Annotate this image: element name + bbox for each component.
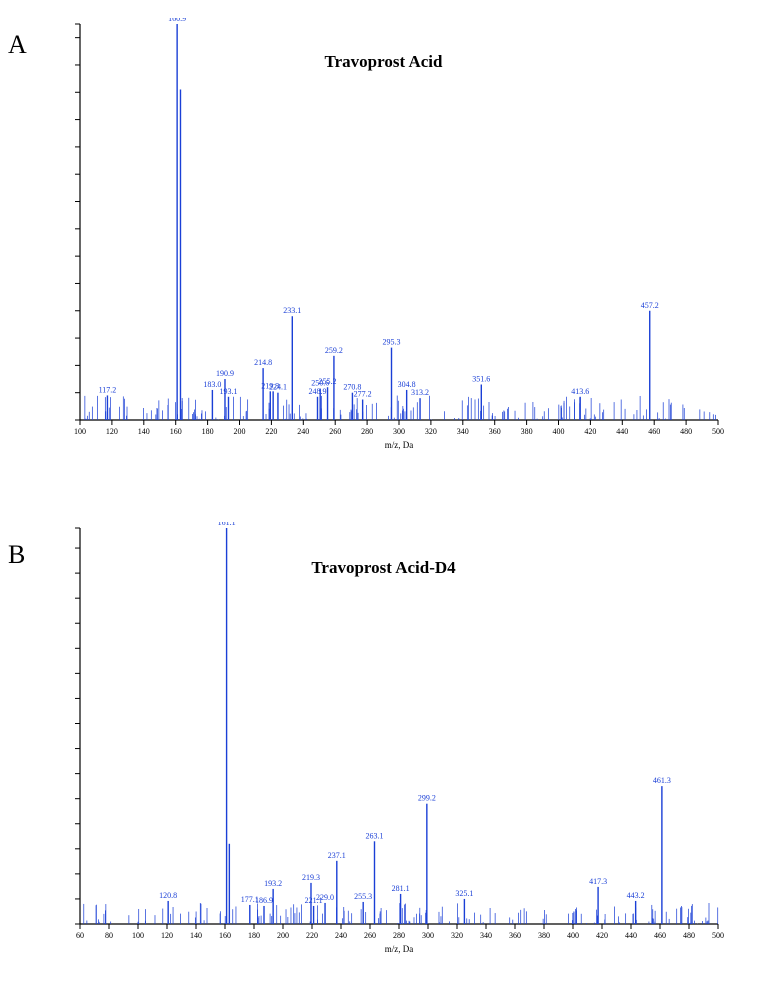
svg-text:160.9: 160.9 bbox=[168, 18, 186, 23]
svg-text:260: 260 bbox=[364, 931, 376, 940]
svg-text:461.3: 461.3 bbox=[653, 776, 671, 785]
svg-text:237.1: 237.1 bbox=[328, 851, 346, 860]
svg-text:60: 60 bbox=[76, 931, 84, 940]
svg-text:214.8: 214.8 bbox=[254, 358, 272, 367]
svg-text:220: 220 bbox=[306, 931, 318, 940]
svg-text:100: 100 bbox=[132, 931, 144, 940]
svg-text:413.6: 413.6 bbox=[571, 387, 589, 396]
svg-text:460: 460 bbox=[648, 427, 660, 436]
svg-text:180: 180 bbox=[248, 931, 260, 940]
svg-text:295.3: 295.3 bbox=[383, 338, 401, 347]
svg-text:440: 440 bbox=[616, 427, 628, 436]
svg-text:400: 400 bbox=[553, 427, 565, 436]
panel-A-svg: 100 120 140 160 180 200 220 240 260 280 300 320 340 3… bbox=[74, 18, 724, 458]
svg-text:457.2: 457.2 bbox=[641, 301, 659, 310]
svg-text:140: 140 bbox=[138, 427, 150, 436]
svg-text:360: 360 bbox=[489, 427, 501, 436]
svg-text:193.2: 193.2 bbox=[264, 879, 282, 888]
svg-text:340: 340 bbox=[457, 427, 469, 436]
svg-text:190.9: 190.9 bbox=[216, 369, 234, 378]
svg-text:117.2: 117.2 bbox=[99, 385, 117, 394]
svg-text:248.9: 248.9 bbox=[308, 387, 326, 396]
svg-text:259.2: 259.2 bbox=[325, 346, 343, 355]
svg-text:300: 300 bbox=[422, 931, 434, 940]
svg-text:400: 400 bbox=[567, 931, 579, 940]
svg-text:281.1: 281.1 bbox=[392, 884, 410, 893]
svg-text:313.2: 313.2 bbox=[411, 388, 429, 397]
svg-text:440: 440 bbox=[625, 931, 637, 940]
svg-text:380: 380 bbox=[521, 427, 533, 436]
svg-text:320: 320 bbox=[425, 427, 437, 436]
svg-text:219.3: 219.3 bbox=[302, 873, 320, 882]
figure-root: A Travoprost Acid 1001201401601802002202… bbox=[0, 0, 767, 1000]
svg-text:460: 460 bbox=[654, 931, 666, 940]
svg-text:m/z, Da: m/z, Da bbox=[385, 944, 414, 954]
svg-text:186.9: 186.9 bbox=[255, 896, 273, 905]
svg-text:120: 120 bbox=[106, 427, 118, 436]
svg-text:480: 480 bbox=[683, 931, 695, 940]
svg-text:200: 200 bbox=[277, 931, 289, 940]
svg-text:255.3: 255.3 bbox=[354, 892, 372, 901]
svg-text:200: 200 bbox=[234, 427, 246, 436]
svg-text:480: 480 bbox=[680, 427, 692, 436]
svg-text:380: 380 bbox=[538, 931, 550, 940]
svg-text:161.1: 161.1 bbox=[218, 522, 236, 527]
svg-text:260: 260 bbox=[329, 427, 341, 436]
svg-text:360: 360 bbox=[509, 931, 521, 940]
svg-text:280: 280 bbox=[393, 931, 405, 940]
svg-text:443.2: 443.2 bbox=[627, 891, 645, 900]
svg-text:500: 500 bbox=[712, 931, 724, 940]
svg-text:299.2: 299.2 bbox=[418, 794, 436, 803]
svg-text:417.3: 417.3 bbox=[589, 877, 607, 886]
svg-text:420: 420 bbox=[596, 931, 608, 940]
svg-text:160: 160 bbox=[170, 427, 182, 436]
svg-text:m/z, Da: m/z, Da bbox=[385, 440, 414, 450]
svg-text:193.1: 193.1 bbox=[219, 387, 237, 396]
svg-text:180: 180 bbox=[202, 427, 214, 436]
svg-text:277.2: 277.2 bbox=[354, 390, 372, 399]
svg-text:229.0: 229.0 bbox=[316, 893, 334, 902]
svg-text:420: 420 bbox=[584, 427, 596, 436]
svg-text:325.1: 325.1 bbox=[455, 889, 473, 898]
svg-text:240: 240 bbox=[335, 931, 347, 940]
svg-text:100: 100 bbox=[74, 427, 86, 436]
svg-text:160: 160 bbox=[219, 931, 231, 940]
svg-text:263.1: 263.1 bbox=[365, 831, 383, 840]
svg-text:300: 300 bbox=[393, 427, 405, 436]
panel-A-chart: 100 120 140 160 180 200 220 240 260 280 300 320 340 3… bbox=[74, 18, 724, 458]
svg-text:120.8: 120.8 bbox=[159, 891, 177, 900]
svg-text:80: 80 bbox=[105, 931, 113, 940]
svg-text:320: 320 bbox=[451, 931, 463, 940]
svg-text:224.1: 224.1 bbox=[269, 383, 287, 392]
svg-text:233.1: 233.1 bbox=[283, 306, 301, 315]
svg-text:120: 120 bbox=[161, 931, 173, 940]
svg-text:351.6: 351.6 bbox=[472, 374, 490, 383]
svg-text:280: 280 bbox=[361, 427, 373, 436]
svg-text:340: 340 bbox=[480, 931, 492, 940]
svg-text:240: 240 bbox=[297, 427, 309, 436]
svg-text:140: 140 bbox=[190, 931, 202, 940]
panel-B-chart: 60 80 100 120 140 160 180 200 220 240 260 280 300 320… bbox=[74, 522, 724, 962]
svg-text:220: 220 bbox=[265, 427, 277, 436]
panel-B-svg: 60 80 100 120 140 160 180 200 220 240 260 280 300 320… bbox=[74, 522, 724, 962]
svg-text:500: 500 bbox=[712, 427, 724, 436]
